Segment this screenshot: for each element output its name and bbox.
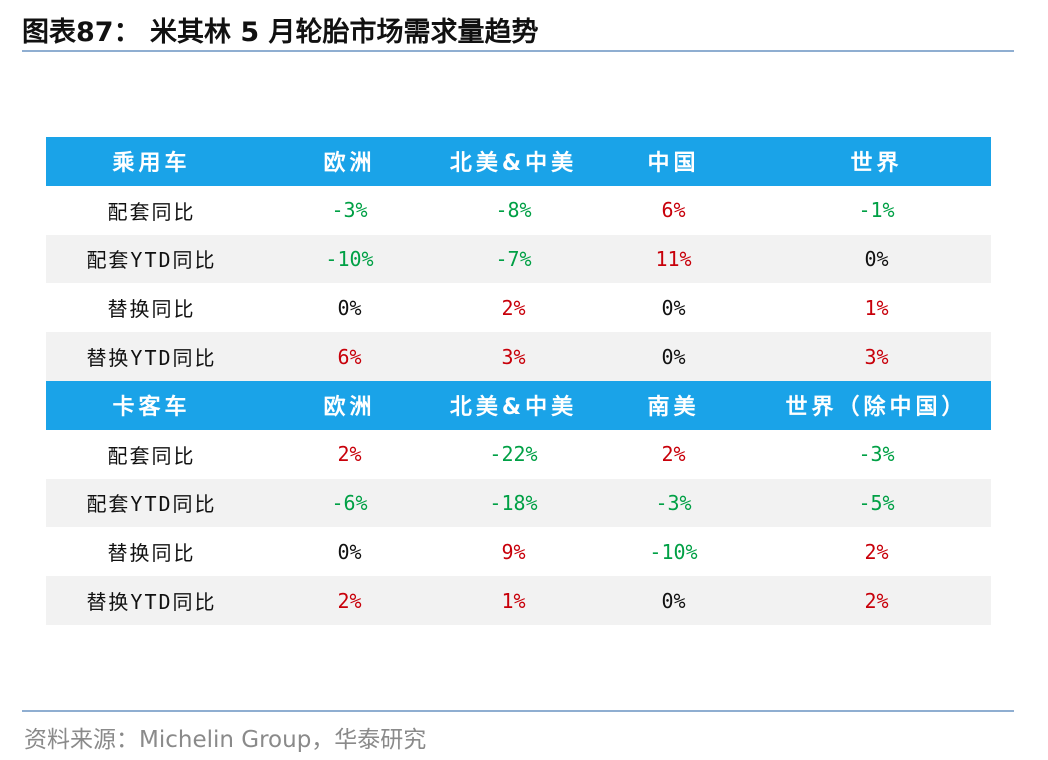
table-cell: -7% — [442, 234, 585, 284]
row-label: 替换同比 — [107, 541, 196, 566]
table-cell: -3% — [858, 442, 895, 467]
table-cell: -22% — [489, 442, 538, 467]
table-row: 配套同比 2% -22% 2% -3% — [46, 430, 991, 479]
table-cell: -8% — [495, 198, 532, 223]
header-cell: 欧洲 — [257, 137, 442, 186]
source-note: 资料来源：Michelin Group，华泰研究 — [24, 727, 427, 753]
table-row: 配套YTD同比 -6% -18% -3% -5% — [46, 478, 991, 528]
table-cell: 9% — [501, 539, 526, 564]
header-cell: 北美&中美 — [442, 380, 585, 430]
table-header-truck: 卡客车 欧洲 北美&中美 南美 世界（除中国） — [46, 380, 991, 430]
table-cell: -3% — [331, 198, 368, 223]
title-divider — [22, 50, 1014, 52]
row-label: 配套同比 — [107, 443, 196, 468]
table-cell: 2% — [864, 539, 889, 564]
table-cell: 11% — [585, 234, 762, 284]
table-cell: -10% — [257, 234, 442, 284]
tire-demand-table: 乘用车 欧洲 北美&中美 中国 世界 配套同比 -3% -8% 6% -1% 配… — [46, 137, 991, 625]
table-cell: 0% — [585, 332, 762, 381]
row-label: 替换同比 — [107, 297, 196, 322]
page-title: 图表87： 米其林 5 月轮胎市场需求量趋势 — [22, 17, 539, 48]
table-row: 配套同比 -3% -8% 6% -1% — [46, 186, 991, 235]
table-cell: 2% — [661, 442, 686, 467]
row-label: 配套同比 — [107, 199, 196, 224]
row-label: 替换YTD同比 — [46, 576, 257, 625]
table-cell: 1% — [442, 576, 585, 625]
row-label: 配套YTD同比 — [46, 478, 257, 528]
table-cell: -3% — [585, 478, 762, 528]
table-cell: -18% — [442, 478, 585, 528]
row-label: 配套YTD同比 — [46, 234, 257, 284]
table-cell: 2% — [337, 442, 362, 467]
source-divider — [22, 710, 1014, 712]
table-cell: 6% — [661, 198, 686, 223]
header-cell: 北美&中美 — [442, 137, 585, 186]
table-row: 替换YTD同比 2% 1% 0% 2% — [46, 576, 991, 625]
header-cell: 卡客车 — [46, 380, 257, 430]
table-cell: 0% — [585, 576, 762, 625]
table-row: 替换同比 0% 9% -10% 2% — [46, 527, 991, 576]
header-cell: 欧洲 — [257, 380, 442, 430]
table-cell: 3% — [442, 332, 585, 381]
row-label: 替换YTD同比 — [46, 332, 257, 381]
header-cell: 中国 — [585, 137, 762, 186]
header-cell: 南美 — [585, 380, 762, 430]
table-cell: -6% — [257, 478, 442, 528]
table-cell: -5% — [762, 478, 991, 528]
table-row: 替换同比 0% 2% 0% 1% — [46, 283, 991, 332]
table-cell: -10% — [649, 539, 698, 564]
table-cell: 2% — [762, 576, 991, 625]
table-cell: 1% — [864, 295, 889, 320]
table-cell: 3% — [762, 332, 991, 381]
table-cell: 0% — [337, 539, 362, 564]
table-header-passenger: 乘用车 欧洲 北美&中美 中国 世界 — [46, 137, 991, 186]
table-cell: 2% — [501, 295, 526, 320]
table-cell: 2% — [257, 576, 442, 625]
table-row: 替换YTD同比 6% 3% 0% 3% — [46, 332, 991, 381]
header-cell: 世界 — [762, 137, 991, 186]
table-cell: 6% — [257, 332, 442, 381]
table-cell: 0% — [337, 295, 362, 320]
table-cell: 0% — [762, 234, 991, 284]
header-cell: 世界（除中国） — [762, 380, 991, 430]
table-cell: -1% — [858, 198, 895, 223]
table-cell: 0% — [661, 295, 686, 320]
header-cell: 乘用车 — [46, 137, 257, 186]
table-row: 配套YTD同比 -10% -7% 11% 0% — [46, 234, 991, 284]
